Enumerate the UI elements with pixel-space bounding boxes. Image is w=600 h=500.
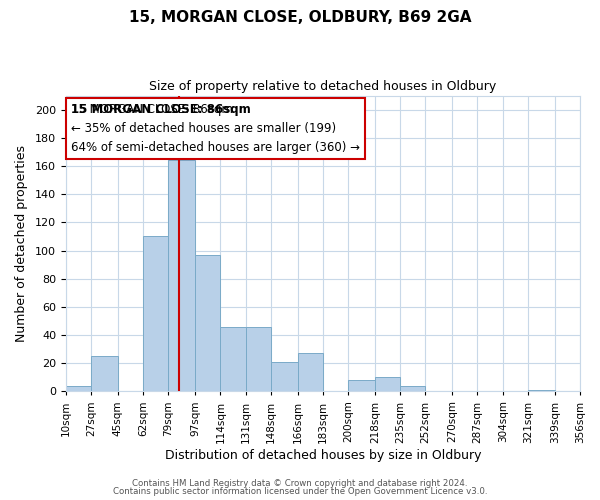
Bar (298, 354, 323, 392)
Y-axis label: Number of detached properties: Number of detached properties (15, 145, 28, 342)
Text: 15 MORGAN CLOSE: 86sqm: 15 MORGAN CLOSE: 86sqm (71, 103, 251, 154)
Bar (375, 378, 400, 392)
Bar (66, 386, 91, 392)
Text: Contains public sector information licensed under the Open Government Licence v3: Contains public sector information licen… (113, 487, 487, 496)
Bar (271, 362, 298, 392)
X-axis label: Distribution of detached houses by size in Oldbury: Distribution of detached houses by size … (164, 450, 481, 462)
Bar (91, 356, 118, 392)
Text: Contains HM Land Registry data © Crown copyright and database right 2024.: Contains HM Land Registry data © Crown c… (132, 478, 468, 488)
Bar (169, 160, 195, 392)
Bar (348, 380, 375, 392)
Bar (528, 390, 555, 392)
Bar (400, 386, 425, 392)
Text: 15 MORGAN CLOSE: 86sqm
← 35% of detached houses are smaller (199)
64% of semi-de: 15 MORGAN CLOSE: 86sqm ← 35% of detached… (71, 103, 360, 154)
Bar (245, 326, 271, 392)
Text: 15, MORGAN CLOSE, OLDBURY, B69 2GA: 15, MORGAN CLOSE, OLDBURY, B69 2GA (129, 10, 471, 25)
Bar (143, 236, 169, 392)
Bar (220, 326, 245, 392)
Bar (195, 254, 220, 392)
Title: Size of property relative to detached houses in Oldbury: Size of property relative to detached ho… (149, 80, 497, 93)
